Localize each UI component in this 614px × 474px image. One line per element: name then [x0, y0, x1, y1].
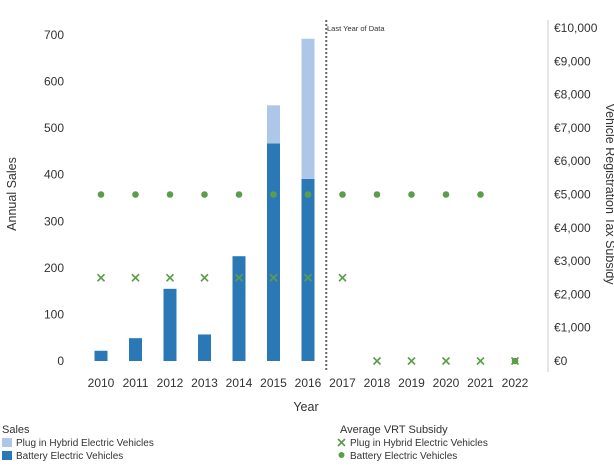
legend-bev-dot-marker [338, 452, 345, 458]
legend-phev-x-label: Plug in Hybrid Electric Vehicles [350, 438, 488, 449]
y2-tick-label: €0 [554, 354, 568, 368]
legend-phev-x-marker [337, 438, 346, 447]
y2-tick-label: €6,000 [554, 154, 591, 168]
marker-phev-2020 [441, 356, 451, 366]
y2-tick-label: €9,000 [554, 54, 591, 68]
x-ticks: 2010 2011 2012 2013 2014 2015 2016 2017 2018 2019… [88, 376, 529, 390]
y-tick-label: 500 [44, 121, 64, 135]
x-tick-label: 2013 [191, 376, 218, 390]
bar-bev-2015 [267, 143, 280, 361]
bar-bev-2011 [129, 338, 142, 361]
marker-bev-2021 [477, 191, 484, 198]
y2-tick-label: €3,000 [554, 254, 591, 268]
bar-bev-2016 [301, 178, 315, 361]
marker-bev-2013 [201, 191, 208, 198]
x-tick-label: 2022 [502, 376, 529, 390]
x-tick-label: 2019 [398, 376, 425, 390]
bar-phev-2015 [267, 105, 280, 144]
x-tick-label: 2017 [329, 376, 356, 390]
marker-bev-2012 [166, 191, 174, 198]
marker-bev-2014 [235, 191, 243, 198]
x-axis-title: Year [293, 400, 318, 414]
marker-bev-2019 [408, 191, 415, 198]
marker-bev-2022 [511, 357, 519, 365]
marker-phev-2018 [372, 356, 382, 366]
marker-phev-2017 [338, 273, 347, 282]
marker-phev-2010 [96, 273, 106, 282]
last-year-annotation: Last Year of Data [327, 24, 385, 33]
x-tick-label: 2012 [157, 376, 184, 390]
marker-bev-2016 [304, 191, 312, 198]
y2-tick-label: €7,000 [554, 121, 591, 135]
marker-bev-2020 [442, 191, 450, 198]
legend-bev-bar-label: Battery Electric Vehicles [16, 451, 123, 462]
marker-bev-2015 [270, 191, 277, 198]
legend-phev-bar-swatch [2, 438, 12, 447]
bar-bev-2012 [163, 288, 177, 361]
legend-vrt-title: Average VRT Subsidy [340, 424, 448, 436]
y2-tick-label: €4,000 [554, 221, 591, 235]
legend-sales: Sales Plug in Hybrid Electric Vehicles B… [2, 424, 154, 462]
marker-bev-2011 [132, 191, 139, 198]
legend-sales-title: Sales [2, 424, 30, 436]
markers-group [96, 191, 520, 366]
x-tick-label: 2020 [433, 376, 460, 390]
y-tick-label: 100 [44, 307, 64, 321]
bar-bev-2014 [232, 256, 246, 361]
marker-phev-2021 [476, 356, 485, 366]
legend-vrt: Average VRT Subsidy Plug in Hybrid Elect… [337, 424, 488, 462]
marker-phev-2014 [234, 273, 244, 282]
x-tick-label: 2014 [226, 376, 253, 390]
y2-tick-label: €2,000 [554, 287, 591, 301]
y-ticks: 0 100 200 300 400 500 600 700 [44, 28, 64, 368]
y-tick-label: 600 [44, 75, 64, 89]
legend-bev-bar-swatch [2, 451, 12, 460]
y-tick-label: 700 [44, 28, 64, 42]
bar-bev-2013 [198, 334, 211, 361]
marker-phev-2011 [131, 273, 140, 282]
y-tick-label: 0 [57, 354, 64, 368]
x-tick-label: 2021 [467, 376, 494, 390]
y2-axis-title: Vehicle Registration Tax Subsidy [603, 103, 614, 285]
marker-phev-2013 [200, 273, 209, 282]
y-axis-title: Annual Sales [5, 157, 19, 231]
x-tick-label: 2016 [295, 376, 322, 390]
bars-group [94, 38, 315, 361]
marker-bev-2010 [97, 191, 105, 198]
bar-bev-2010 [94, 350, 108, 361]
marker-bev-2018 [373, 191, 381, 198]
x-tick-label: 2015 [260, 376, 287, 390]
y2-tick-label: €8,000 [554, 88, 591, 102]
y2-tick-label: €10,000 [554, 21, 598, 35]
y-tick-label: 400 [44, 168, 64, 182]
y2-tick-label: €1,000 [554, 321, 591, 335]
bar-phev-2016 [301, 38, 315, 179]
marker-phev-2016 [303, 273, 313, 282]
y2-ticks: €0 €1,000 €2,000 €3,000 €4,000 €5,000 €6,000 €7… [554, 21, 598, 368]
x-tick-label: 2011 [123, 376, 149, 390]
x-tick-label: 2010 [88, 376, 115, 390]
legend-phev-bar-label: Plug in Hybrid Electric Vehicles [16, 438, 154, 449]
legend-bev-dot-label: Battery Electric Vehicles [350, 451, 457, 462]
marker-phev-2019 [407, 356, 416, 366]
x-tick-label: 2018 [364, 376, 391, 390]
marker-phev-2015 [269, 273, 278, 282]
y-tick-label: 200 [44, 261, 64, 275]
y-tick-label: 300 [44, 214, 64, 228]
y2-tick-label: €5,000 [554, 188, 591, 202]
marker-phev-2012 [165, 273, 175, 282]
marker-bev-2017 [339, 191, 346, 198]
